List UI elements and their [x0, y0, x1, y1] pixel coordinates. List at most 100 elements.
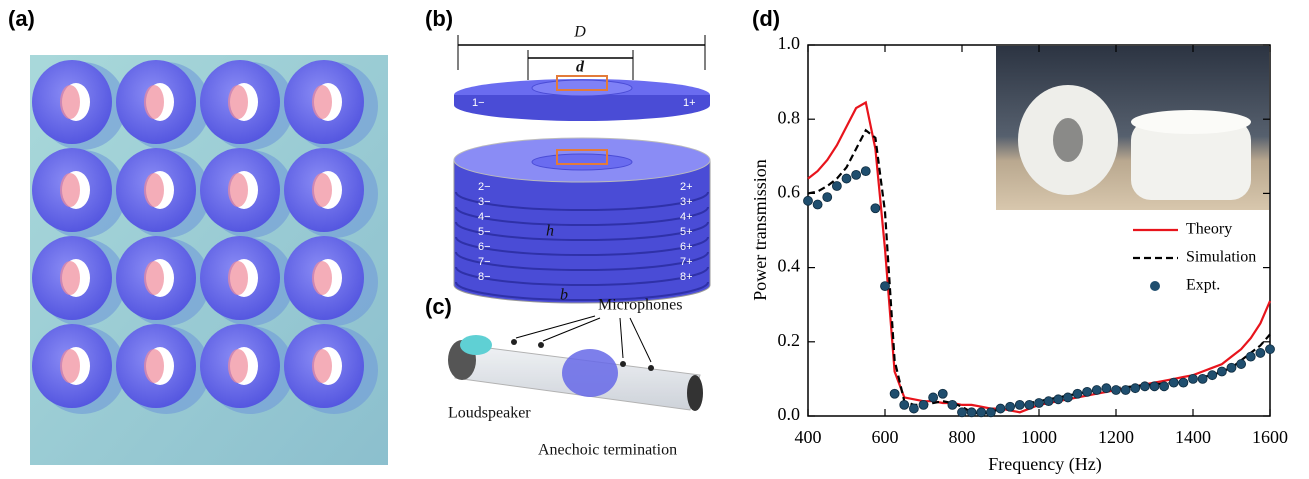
data-point — [803, 195, 813, 206]
sample-hole — [1053, 118, 1083, 162]
data-point — [985, 407, 996, 418]
legend-label: Expt. — [1186, 277, 1220, 294]
y-tick-label: 1.0 — [778, 33, 801, 53]
data-point — [1207, 370, 1218, 381]
ring-inner — [144, 85, 164, 119]
layer — [455, 266, 709, 286]
termination — [687, 375, 703, 411]
data-point — [870, 203, 881, 214]
photo-inset — [996, 46, 1269, 210]
data-point — [1178, 377, 1189, 388]
neck — [556, 149, 608, 165]
data-point — [812, 199, 823, 210]
unit-cell-illustration: D d 1− 1+ 2− 2+ 3− 3+ 4− 4+ 5− 5+ 6− 6+ 7− 7+ 8− 8+ h… — [453, 24, 711, 304]
legend-swatch — [1150, 281, 1160, 291]
hub — [531, 153, 633, 171]
pointer — [619, 317, 624, 359]
data-point — [1149, 381, 1160, 392]
sample-photo — [1131, 120, 1251, 200]
port-label: 5+ — [680, 226, 693, 238]
panel-label: (d) — [752, 6, 780, 31]
data-point — [1034, 398, 1044, 408]
ring-inner — [60, 349, 80, 383]
port-label: 6− — [478, 241, 491, 253]
data-point — [995, 403, 1006, 414]
data-point — [957, 407, 967, 418]
data-point — [899, 399, 910, 410]
ring-inner — [60, 261, 80, 295]
data-point — [1245, 351, 1256, 362]
layer — [455, 236, 709, 256]
dim-label: D — [573, 24, 586, 41]
y-tick-label: 0.8 — [778, 107, 801, 127]
data-point — [1168, 377, 1179, 388]
x-tick-label: 600 — [872, 427, 899, 447]
metasurface-illustration — [30, 55, 388, 465]
data-point — [937, 388, 948, 399]
x-axis-label: Frequency (Hz) — [988, 454, 1101, 475]
annotation: Anechoic termination — [538, 442, 677, 459]
data-point — [1062, 392, 1073, 403]
port-label: 8+ — [680, 271, 693, 283]
ring-inner — [312, 85, 332, 119]
x-tick-label: 1400 — [1175, 427, 1211, 447]
port-label: 2− — [478, 181, 491, 193]
ring-inner — [228, 85, 248, 119]
sample-top — [1131, 110, 1251, 134]
data-point — [966, 407, 977, 418]
x-tick-label: 1200 — [1098, 427, 1134, 447]
y-axis-label: Power transmission — [750, 159, 770, 301]
neck — [556, 75, 608, 91]
data-point — [1236, 359, 1247, 369]
data-point — [1216, 366, 1227, 377]
port-label: 2+ — [680, 181, 693, 193]
x-tick-label: 800 — [949, 427, 976, 447]
y-tick-label: 0.2 — [778, 330, 801, 350]
data-point — [1159, 381, 1170, 392]
layer — [455, 251, 709, 271]
layer — [455, 281, 709, 301]
data-point — [1082, 386, 1093, 397]
mic — [538, 342, 544, 348]
data-point — [1265, 344, 1275, 355]
data-point — [1130, 383, 1141, 394]
dim-label: d — [576, 59, 585, 76]
ring-inner — [144, 173, 164, 207]
port-label: 1− — [472, 97, 485, 109]
ring-inner — [312, 173, 332, 207]
mic — [620, 361, 626, 367]
data-point — [1255, 348, 1266, 358]
port-label: 3− — [478, 196, 491, 208]
data-point — [1043, 396, 1054, 407]
data-point — [1120, 385, 1131, 395]
data-point — [1226, 362, 1237, 373]
layer — [455, 221, 709, 241]
data-point — [1197, 373, 1208, 384]
data-point — [947, 399, 958, 410]
data-point — [841, 173, 852, 184]
ring-inner — [60, 85, 80, 119]
ring-inner — [228, 173, 248, 207]
panel-label: (b) — [425, 6, 453, 31]
data-point — [1053, 394, 1064, 405]
pointer — [542, 317, 601, 342]
port-label: 8− — [478, 271, 491, 283]
port-label: 3+ — [680, 196, 693, 208]
layers: 2− 2+ 3− 3+ 4− 4+ 5− 5+ 6− 6+ 7− 7+ 8− 8+ — [455, 181, 709, 301]
ring-inner — [228, 349, 248, 383]
data-point — [1072, 388, 1083, 399]
port-label: 4− — [478, 211, 491, 223]
top-hub — [531, 79, 633, 97]
data-point — [1014, 399, 1025, 410]
y-tick-label: 0.0 — [778, 404, 801, 424]
port-label: 1+ — [683, 97, 696, 109]
y-tick-label: 0.4 — [778, 256, 801, 276]
layer — [455, 206, 709, 226]
data-point — [918, 399, 929, 410]
data-point — [851, 169, 862, 180]
mic — [648, 365, 654, 371]
layer — [455, 191, 709, 211]
data-point — [889, 388, 900, 399]
y-tick-label: 0.6 — [778, 182, 801, 202]
ring-inner — [144, 261, 164, 295]
